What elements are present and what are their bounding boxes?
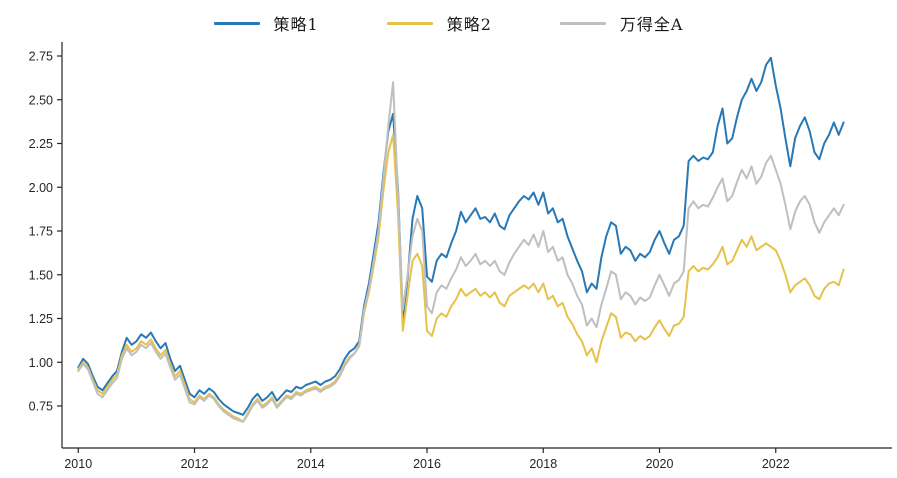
y-tick-label: 1.25 [29,312,53,326]
legend-line-strategy1-icon [213,21,260,25]
x-tick-label: 2014 [297,457,325,471]
y-tick-label: 2.25 [29,137,53,151]
y-tick-label: 1.50 [29,268,53,282]
y-tick-label: 2.75 [29,50,53,64]
x-tick-label: 2016 [413,457,441,471]
x-tick-label: 2010 [64,457,92,471]
x-tick-label: 2022 [762,457,790,471]
legend-item-windalla: 万得全A [559,11,684,35]
y-tick-label: 2.00 [29,181,53,195]
legend-item-strategy2: 策略2 [386,11,492,35]
legend-label-strategy2: 策略2 [446,15,492,34]
legend-line-windalla-icon [559,21,606,25]
y-tick-label: 1.75 [29,225,53,239]
x-tick-label: 2018 [529,457,557,471]
series-line-1 [77,133,845,423]
y-tick-label: 1.00 [29,356,53,370]
legend-item-strategy1: 策略1 [213,11,319,35]
legend-label-windalla: 万得全A [619,15,684,34]
y-tick-label: 2.50 [29,93,53,107]
x-tick-label: 2012 [181,457,209,471]
series-line-0 [77,56,845,416]
chart-legend: 策略1 策略2 万得全A [0,10,897,36]
legend-label-strategy1: 策略1 [273,15,319,34]
y-tick-label: 0.75 [29,400,53,414]
series-line-2 [77,81,845,423]
x-tick-label: 2020 [646,457,674,471]
legend-line-strategy2-icon [386,21,433,25]
